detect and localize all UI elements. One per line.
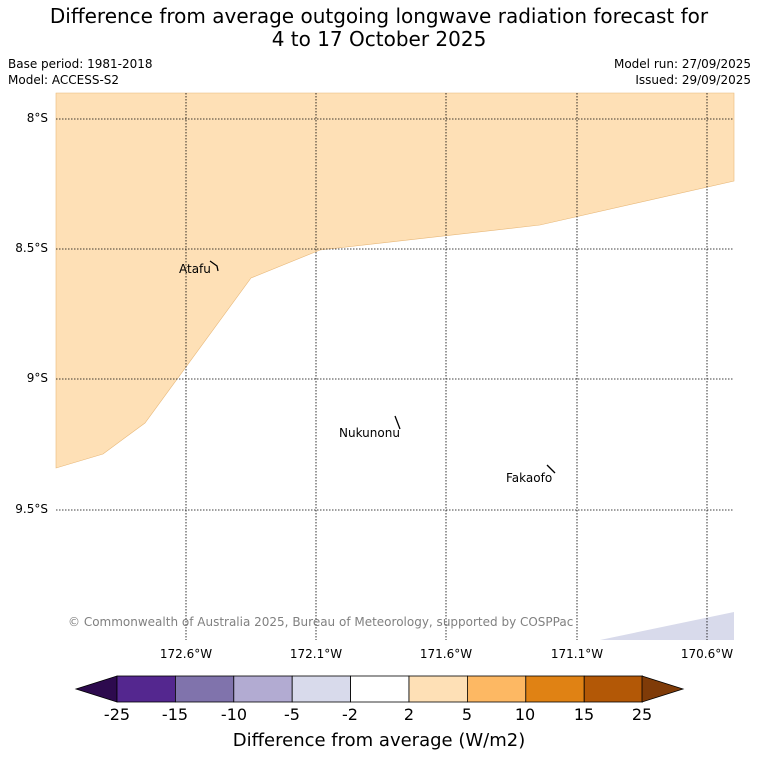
- lat-label-8-5s: 8.5°S: [15, 241, 48, 255]
- lat-label-8s: 8°S: [26, 111, 48, 125]
- lat-label-9-5s: 9.5°S: [15, 502, 48, 516]
- colorbar-bin-7: [466, 675, 527, 703]
- lon-label-171-1w: 171.1°W: [550, 647, 604, 661]
- colorbar-tick: -10: [220, 705, 248, 724]
- colorbar-tick: -25: [103, 705, 131, 724]
- place-label-nukunonu: Nukunonu: [339, 426, 400, 440]
- atafu-atoll-shape: [209, 260, 219, 272]
- colorbar-over-arrow: [641, 675, 685, 703]
- colorbar-tick: 25: [631, 705, 653, 724]
- model-run: Model run: 27/09/2025: [613, 57, 751, 71]
- meta-left: Base period: 1981-2018 Model: ACCESS-S2: [8, 56, 153, 88]
- lon-label-171-6w: 171.6°W: [419, 647, 473, 661]
- colorbar-tick: 10: [514, 705, 536, 724]
- map-title: Difference from average outgoing longwav…: [0, 5, 758, 51]
- nukunonu-atoll-shape: [394, 415, 401, 430]
- lon-label-172-1w: 172.1°W: [289, 647, 343, 661]
- anomaly-region-minus-5-to-minus-2: [600, 612, 734, 640]
- place-label-fakaofo: Fakaofo: [506, 471, 552, 485]
- meta-right: Model run: 27/09/2025 Issued: 29/09/2025: [614, 56, 751, 88]
- colorbar-bin-6: [408, 675, 468, 703]
- lat-label-9s: 9°S: [26, 371, 48, 385]
- colorbar-tick: 15: [573, 705, 595, 724]
- colorbar-tick: -5: [284, 705, 300, 724]
- colorbar-bin-5: [350, 675, 410, 703]
- model-name: Model: ACCESS-S2: [8, 73, 120, 87]
- lon-label-170-6w: 170.6°W: [680, 647, 734, 661]
- title-line-2: 4 to 17 October 2025: [271, 27, 487, 51]
- colorbar-bin-2: [174, 675, 235, 703]
- lon-gridlines: [185, 93, 708, 640]
- colorbar-bin-3: [233, 675, 293, 703]
- title-line-1: Difference from average outgoing longwav…: [49, 4, 709, 28]
- anomaly-region-2-to-5: [55, 92, 735, 469]
- colorbar-bin-9: [583, 675, 644, 703]
- issued-date: Issued: 29/09/2025: [635, 73, 751, 87]
- colorbar: [74, 675, 685, 703]
- colorbar-bin-8: [525, 675, 585, 703]
- colorbar-bin-1: [116, 675, 176, 703]
- lon-label-172-6w: 172.6°W: [159, 647, 213, 661]
- place-label-atafu: Atafu: [179, 262, 211, 276]
- colorbar-tick: -2: [342, 705, 358, 724]
- colorbar-title: Difference from average (W/m2): [232, 730, 526, 751]
- colorbar-bin-4: [291, 675, 352, 703]
- lat-gridlines: [56, 118, 734, 511]
- colorbar-tick: 5: [461, 705, 473, 724]
- base-period: Base period: 1981-2018: [8, 57, 153, 71]
- copyright-notice: © Commonwealth of Australia 2025, Bureau…: [68, 615, 573, 629]
- colorbar-tick: 2: [403, 705, 415, 724]
- colorbar-tick: -15: [161, 705, 189, 724]
- colorbar-under-arrow: [74, 675, 118, 703]
- fakaofo-atoll-shape: [546, 464, 556, 474]
